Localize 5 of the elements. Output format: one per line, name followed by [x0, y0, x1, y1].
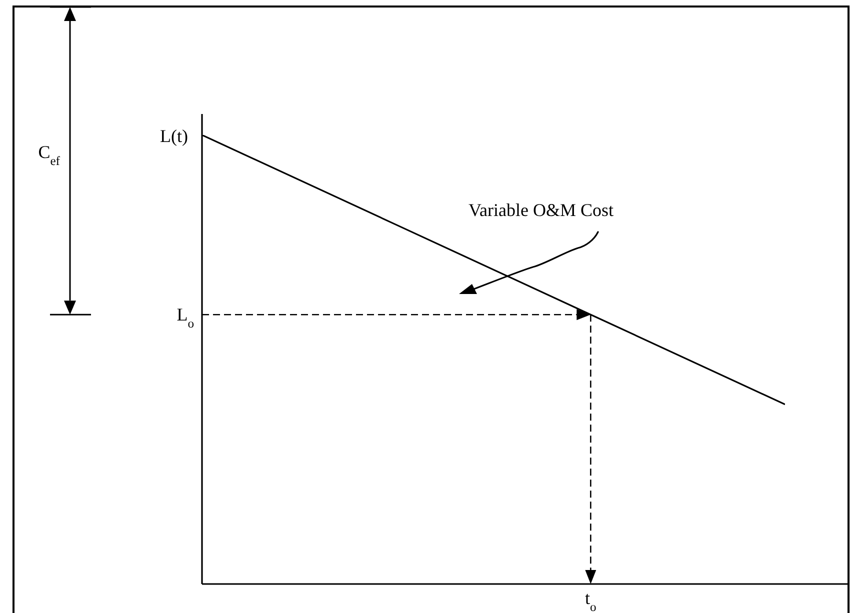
- annotation: t$_{o}$: [585, 588, 596, 613]
- text: C$_{ef}$: [38, 142, 61, 168]
- ref-line-label: L$_{o}$: [176, 304, 194, 331]
- annotation: Variable O&M Cost: [468, 200, 614, 220]
- y-axis-title: L(t): [160, 126, 188, 146]
